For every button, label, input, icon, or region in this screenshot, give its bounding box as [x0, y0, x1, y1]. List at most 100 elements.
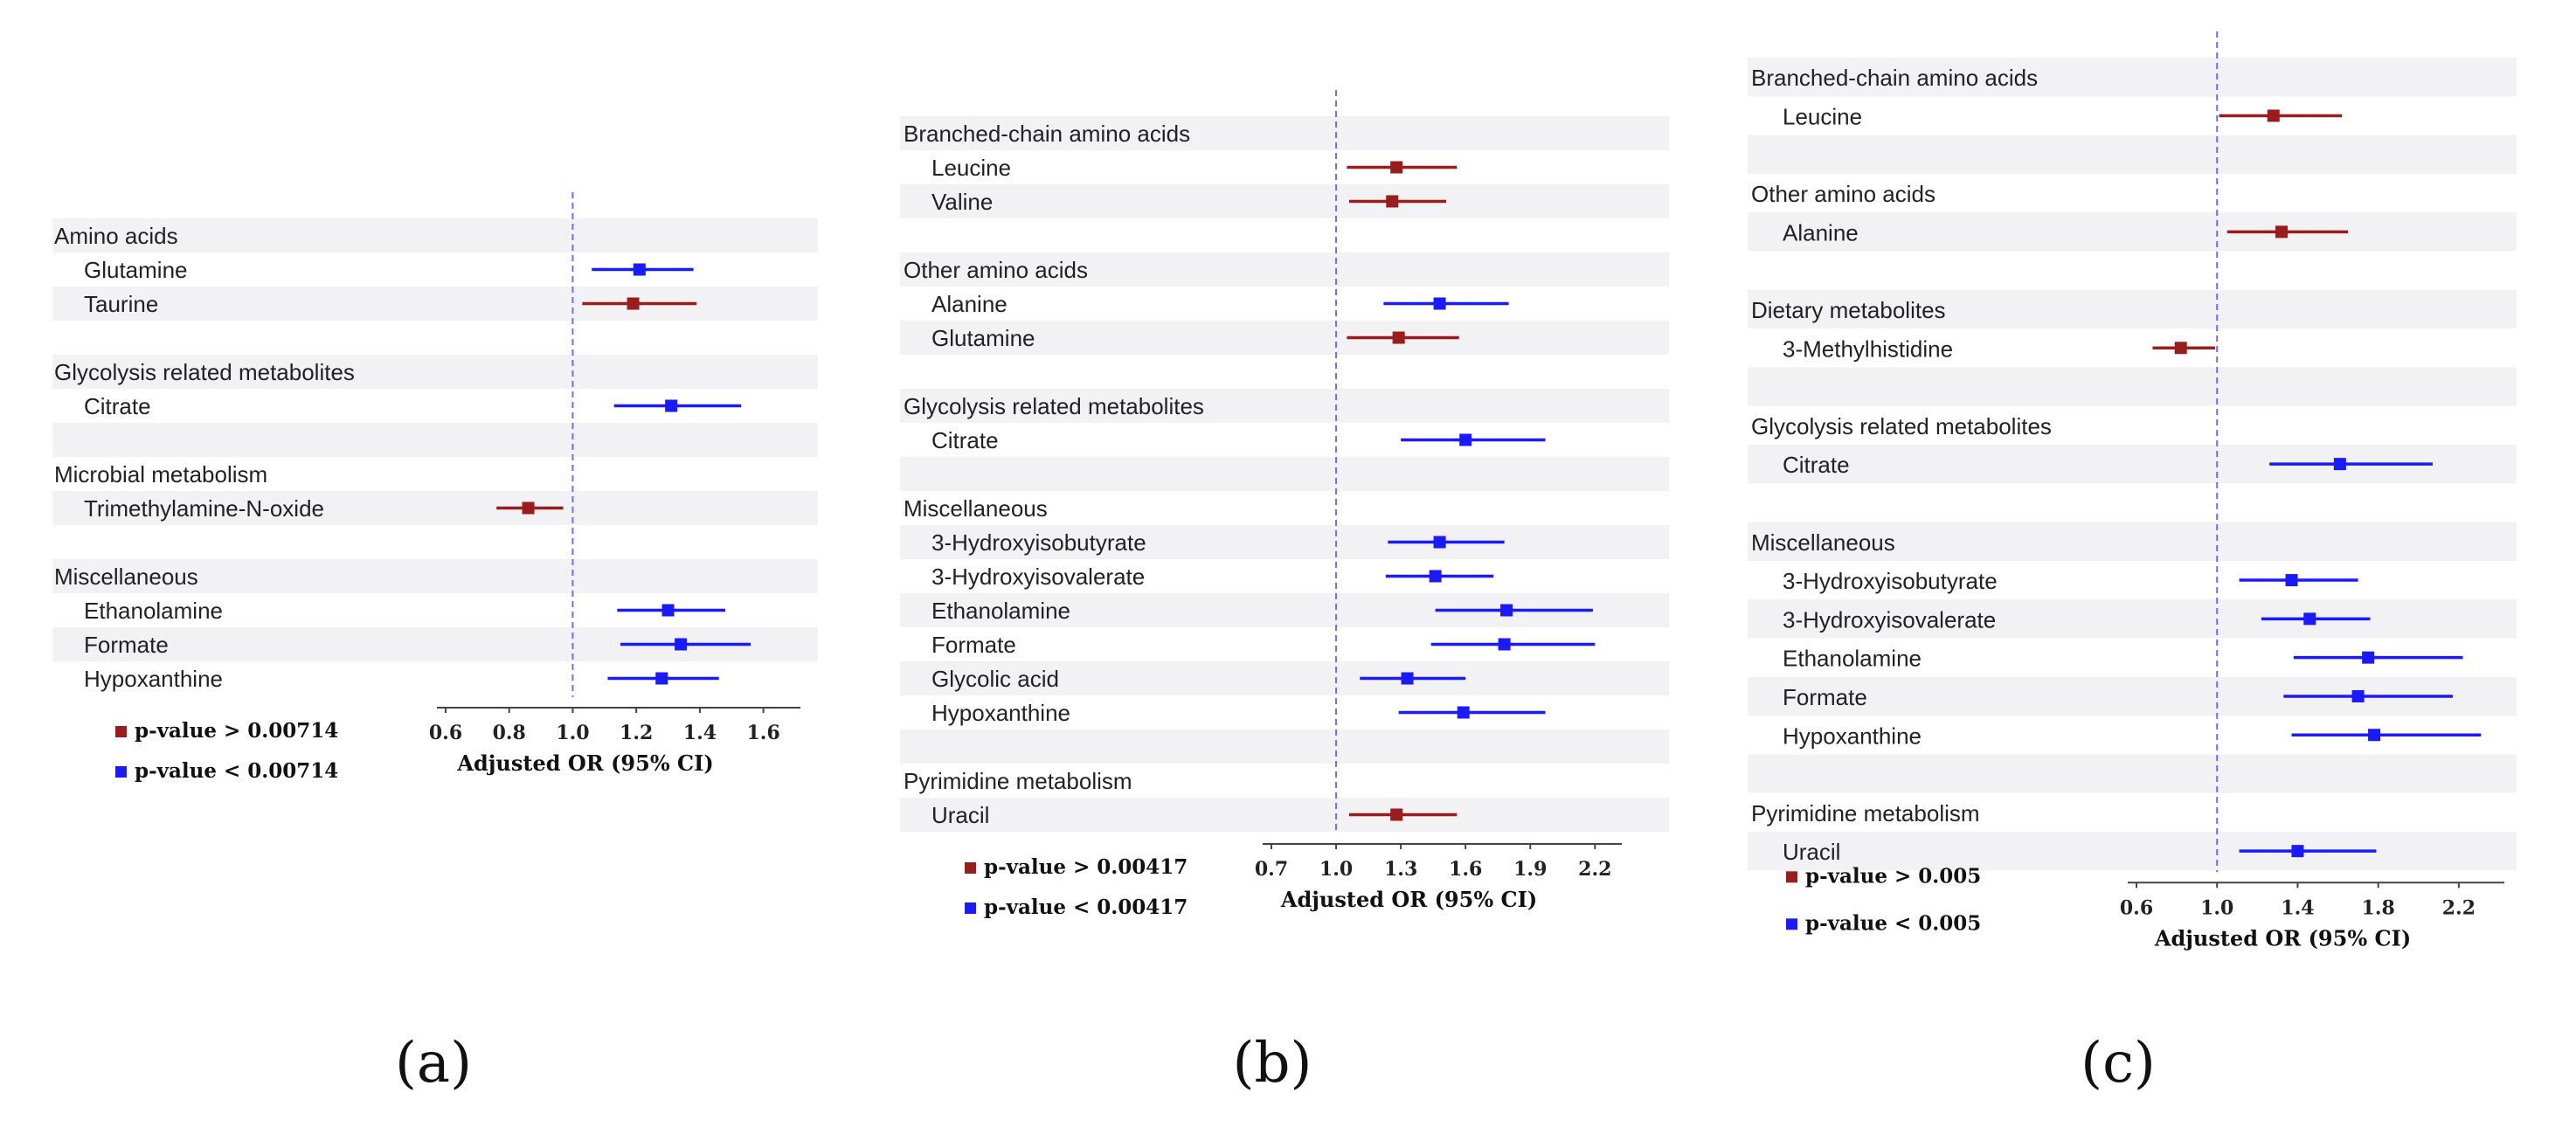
group-header: Miscellaneous [54, 564, 198, 590]
row-band [52, 287, 818, 321]
x-tick-label: 0.8 [493, 722, 526, 744]
row-band [52, 355, 818, 389]
x-tick-label: 1.9 [1513, 858, 1547, 881]
metabolite-label: Glutamine [931, 325, 1035, 351]
forest-panel-b: Branched-chain amino acids Leucine Valine O… [900, 90, 1669, 1096]
metabolite-label: Hypoxanthine [84, 666, 223, 692]
or-point [1401, 672, 1414, 685]
row-band [52, 218, 818, 252]
metabolite-label: Glycolic acid [931, 666, 1059, 692]
group-header: Other amino acids [904, 257, 1088, 283]
metabolite-label: Valine [931, 189, 993, 215]
legend-swatch [965, 902, 976, 914]
row-band [900, 252, 1669, 287]
row-band [1748, 522, 2517, 561]
metabolite-label: Formate [1783, 684, 1867, 710]
panel-label: (c) [2081, 1031, 2156, 1096]
or-point [1459, 433, 1472, 446]
or-point [2333, 458, 2346, 471]
x-tick-label: 1.6 [1449, 858, 1482, 881]
or-point [2267, 109, 2280, 122]
x-tick-label: 2.2 [2442, 896, 2476, 919]
metabolite-label: Ethanolamine [931, 598, 1070, 624]
metabolite-label: Alanine [931, 291, 1008, 317]
metabolite-label: Taurine [84, 291, 158, 317]
x-tick-label: 0.7 [1255, 858, 1288, 881]
group-header: Glycolysis related metabolites [1751, 413, 2052, 439]
group-header: Pyrimidine metabolism [904, 768, 1132, 794]
x-tick-label: 0.6 [2120, 896, 2153, 919]
group-header: Glycolysis related metabolites [54, 359, 355, 385]
row-band [900, 661, 1669, 695]
or-point [1498, 638, 1511, 651]
x-tick-label: 1.0 [1319, 858, 1353, 881]
legend-swatch [1786, 918, 1797, 930]
metabolite-label: Citrate [931, 427, 999, 453]
metabolite-label: 3-Hydroxyisobutyrate [931, 529, 1146, 556]
metabolite-label: Uracil [931, 802, 989, 828]
row-band [900, 798, 1669, 832]
or-point [661, 604, 675, 617]
or-point [2303, 612, 2316, 626]
metabolite-label: 3-Hydroxyisovalerate [931, 564, 1145, 590]
group-header: Glycolysis related metabolites [904, 393, 1204, 419]
or-point [1500, 604, 1513, 617]
group-header: Branched-chain amino acids [1751, 65, 2038, 91]
metabolite-label: Hypoxanthine [931, 700, 1070, 726]
row-band [1748, 754, 2517, 793]
metabolite-label: Uracil [1783, 839, 1840, 865]
metabolite-label: Alanine [1783, 219, 1859, 245]
x-tick-label: 1.8 [2362, 896, 2395, 919]
row-band [900, 321, 1669, 355]
row-band [900, 389, 1669, 423]
metabolite-label: Glutamine [84, 257, 188, 283]
or-point [1392, 331, 1405, 344]
row-band [900, 457, 1669, 491]
metabolite-label: Ethanolamine [84, 598, 223, 624]
metabolite-label: Formate [931, 632, 1016, 658]
forest-panel-c: Branched-chain amino acids Leucine Other a… [1748, 31, 2517, 1096]
or-point [2351, 689, 2365, 702]
or-point [2275, 225, 2288, 239]
or-point [1429, 570, 1442, 583]
x-tick-label: 2.2 [1578, 858, 1611, 881]
metabolite-label: 3-Hydroxyisobutyrate [1783, 568, 1998, 594]
x-tick-label: 1.0 [2200, 896, 2233, 919]
legend-swatch [115, 766, 127, 778]
or-point [2285, 574, 2298, 587]
metabolite-label: Hypoxanthine [1783, 723, 1922, 749]
legend-label: p-value < 0.00417 [984, 895, 1188, 919]
row-band [52, 491, 818, 525]
or-point [627, 297, 640, 310]
row-band [52, 559, 818, 593]
row-band [1748, 599, 2517, 639]
x-tick-label: 1.3 [1384, 858, 1417, 881]
group-header: Dietary metabolites [1751, 297, 1946, 323]
metabolite-label: 3-Methylhistidine [1783, 335, 1953, 362]
row-band [1748, 832, 2517, 871]
or-point [522, 501, 535, 515]
row-band [1748, 289, 2517, 329]
row-band [1748, 367, 2517, 406]
group-header: Other amino acids [1751, 181, 1935, 207]
metabolite-label: Leucine [931, 155, 1011, 181]
legend-swatch [115, 726, 127, 737]
x-tick-label: 1.4 [683, 722, 717, 744]
x-tick-label: 0.6 [429, 722, 462, 744]
group-header: Pyrimidine metabolism [1751, 800, 1980, 826]
row-band [1748, 58, 2517, 97]
legend-swatch [1786, 871, 1797, 883]
or-point [2368, 729, 2381, 742]
or-point [1386, 195, 1399, 208]
group-header: Branched-chain amino acids [904, 121, 1190, 147]
or-point [1390, 808, 1403, 821]
x-axis-title: Adjusted OR (95% CI) [456, 750, 713, 776]
or-point [2291, 845, 2304, 858]
x-tick-label: 1.2 [620, 722, 653, 744]
or-point [1457, 706, 1470, 719]
x-tick-label: 1.4 [2281, 896, 2314, 919]
metabolite-label: Trimethylamine-N-oxide [84, 495, 324, 522]
group-header: Miscellaneous [904, 495, 1048, 522]
or-point [1433, 536, 1446, 549]
